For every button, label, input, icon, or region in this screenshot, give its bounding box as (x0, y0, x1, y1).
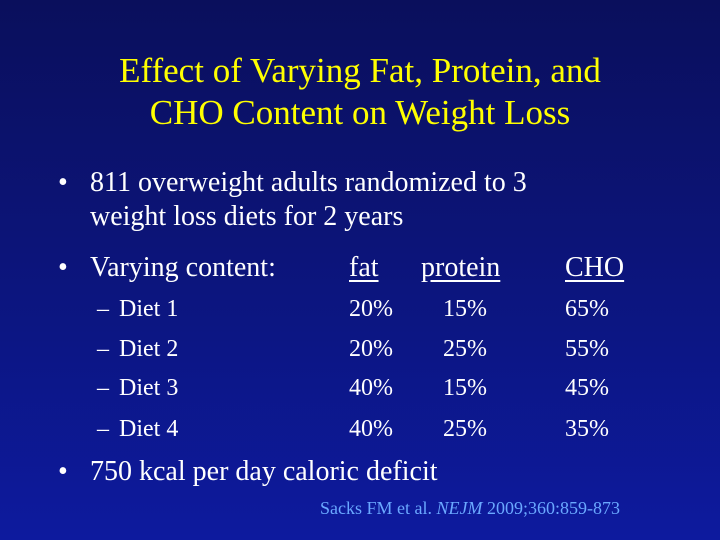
title-line-2: CHO Content on Weight Loss (149, 93, 571, 132)
header-cho: CHO (565, 252, 625, 283)
diet-name: Diet 2 (119, 336, 179, 362)
diet-dash: – (97, 336, 109, 362)
diet-cho: 65% (565, 296, 609, 322)
bullet-dot-2: • (58, 252, 68, 283)
slide-title: Effect of Varying Fat, Protein, and CHO … (0, 50, 720, 134)
diet-fat: 40% (349, 416, 393, 442)
diet-dash: – (97, 375, 109, 401)
header-protein: protein (421, 252, 501, 283)
diet-name: Diet 3 (119, 375, 179, 401)
bullet-1-line-2: weight loss diets for 2 years (90, 201, 404, 232)
citation-suffix: 2009;360:859-873 (482, 498, 620, 518)
citation: Sacks FM et al. NEJM 2009;360:859-873 (320, 497, 620, 519)
bullet-3-text: 750 kcal per day caloric deficit (90, 456, 438, 487)
diet-fat: 20% (349, 296, 393, 322)
diet-fat: 20% (349, 336, 393, 362)
bullet-dot-3: • (58, 456, 68, 487)
title-line-1: Effect of Varying Fat, Protein, and (119, 51, 601, 90)
diet-cho: 35% (565, 416, 609, 442)
diet-cho: 45% (565, 375, 609, 401)
diet-name: Diet 1 (119, 296, 179, 322)
citation-prefix: Sacks FM et al. (320, 498, 437, 518)
diet-protein: 15% (443, 375, 487, 401)
bullet-dot-1: • (58, 167, 68, 198)
diet-protein: 15% (443, 296, 487, 322)
diet-name: Diet 4 (119, 416, 179, 442)
varying-content-label: Varying content: (90, 252, 276, 283)
bullet-1-line-1: 811 overweight adults randomized to 3 (90, 167, 527, 198)
diet-fat: 40% (349, 375, 393, 401)
citation-journal: NEJM (436, 498, 483, 518)
diet-dash: – (97, 416, 109, 442)
diet-protein: 25% (443, 336, 487, 362)
diet-dash: – (97, 296, 109, 322)
header-fat: fat (349, 252, 379, 283)
diet-protein: 25% (443, 416, 487, 442)
diet-cho: 55% (565, 336, 609, 362)
